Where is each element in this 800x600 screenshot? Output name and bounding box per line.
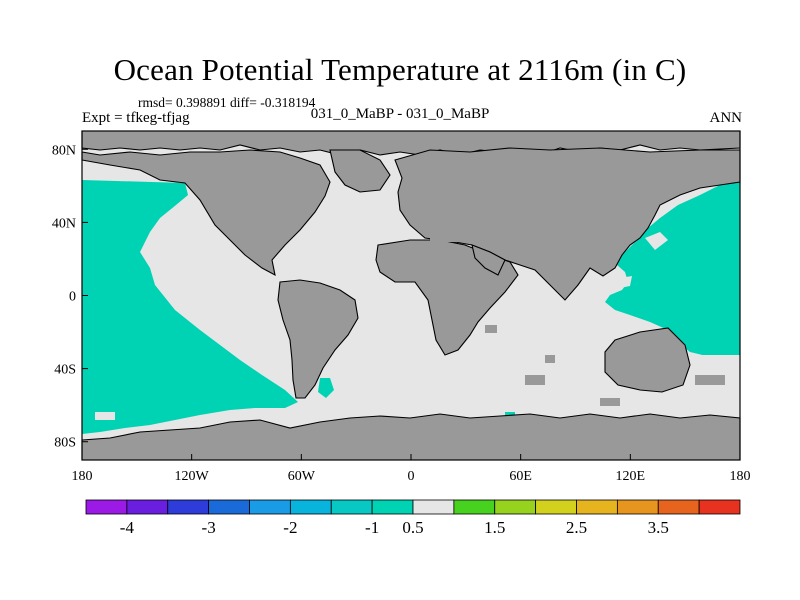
experiment-label: Expt = tfkeg-tfjag: [82, 110, 190, 126]
colorbar-swatch: [616, 499, 659, 515]
cool-anomaly-regions: [82, 180, 740, 434]
land-masses: [81, 130, 741, 461]
colorbar-swatch: [412, 499, 455, 515]
lat-tick-label: 0: [69, 290, 76, 305]
map-area: [81, 130, 741, 461]
land-patch: [430, 230, 470, 242]
colorbar-swatch: [330, 499, 373, 515]
lat-tick-label: 40N: [52, 216, 76, 231]
plot-title: Ocean Potential Temperature at 2116m (in…: [113, 52, 687, 87]
near-zero-islands: [95, 232, 740, 420]
north-america: [81, 149, 331, 277]
colorbar-swatch: [535, 499, 577, 515]
nearzero-patch: [690, 355, 740, 372]
longitude-axis: 180 120W 60W 0 60E 120E 180: [72, 454, 751, 484]
island-patches: [430, 230, 725, 406]
land-patch: [545, 355, 555, 363]
atlantic-cool-patch: [318, 378, 334, 398]
land-patch: [695, 375, 725, 385]
colorbar: [85, 499, 741, 515]
colorbar-label: -1: [365, 518, 380, 537]
colorbar-swatch: [167, 499, 210, 515]
south-america: [277, 279, 359, 399]
lat-tick-label: 80N: [52, 143, 76, 158]
land-patch: [485, 325, 497, 333]
lon-tick-label: 120W: [175, 469, 210, 484]
colorbar-swatch: [289, 499, 332, 515]
plot-subtitle: 031_0_MaBP - 031_0_MaBP: [310, 106, 490, 122]
colorbar-swatch: [371, 499, 414, 515]
colorbar-label: 0.5: [402, 518, 424, 537]
nearzero-patch: [95, 412, 115, 420]
australia: [604, 327, 691, 393]
latitude-axis: 80N 40N 0 40S 80S: [52, 143, 88, 451]
lat-tick-label: 80S: [54, 436, 76, 451]
colorbar-label: 3.5: [647, 518, 669, 537]
west-pacific-cool-region: [605, 180, 740, 358]
colorbar-swatch: [657, 499, 700, 515]
lon-tick-label: 60W: [288, 469, 316, 484]
colorbar-label: -4: [119, 518, 134, 537]
colorbar-swatch: [453, 499, 496, 515]
colorbar-swatch: [576, 499, 618, 515]
colorbar-swatch: [494, 499, 537, 515]
colorbar-label: 2.5: [565, 518, 588, 537]
antarctica: [81, 413, 741, 461]
lon-tick-label: 180: [72, 469, 93, 484]
colorbar-label: -2: [283, 518, 298, 537]
lon-tick-label: 120E: [616, 469, 646, 484]
lat-tick-label: 40S: [54, 363, 76, 378]
colorbar-swatch: [85, 499, 128, 515]
colorbar-swatch: [208, 499, 250, 515]
lon-tick-label: 180: [730, 469, 751, 484]
colorbar-swatch: [249, 499, 291, 515]
lon-tick-label: 60E: [509, 469, 532, 484]
land-patch: [525, 375, 545, 385]
colorbar-swatch: [698, 499, 741, 515]
stats-line: rmsd= 0.398891 diff= -0.318194: [138, 95, 316, 110]
nearzero-patch: [620, 276, 632, 288]
colorbar-label: -3: [201, 518, 216, 537]
land-patch: [600, 398, 620, 406]
arabia: [471, 244, 506, 276]
pacific-cool-region: [82, 180, 298, 434]
lon-tick-label: 0: [408, 469, 415, 484]
colorbar-swatch: [126, 499, 169, 515]
greenland: [329, 149, 391, 193]
colorbar-label: 1.5: [484, 518, 506, 537]
season-label: ANN: [709, 110, 743, 126]
nearzero-patch: [645, 232, 668, 250]
